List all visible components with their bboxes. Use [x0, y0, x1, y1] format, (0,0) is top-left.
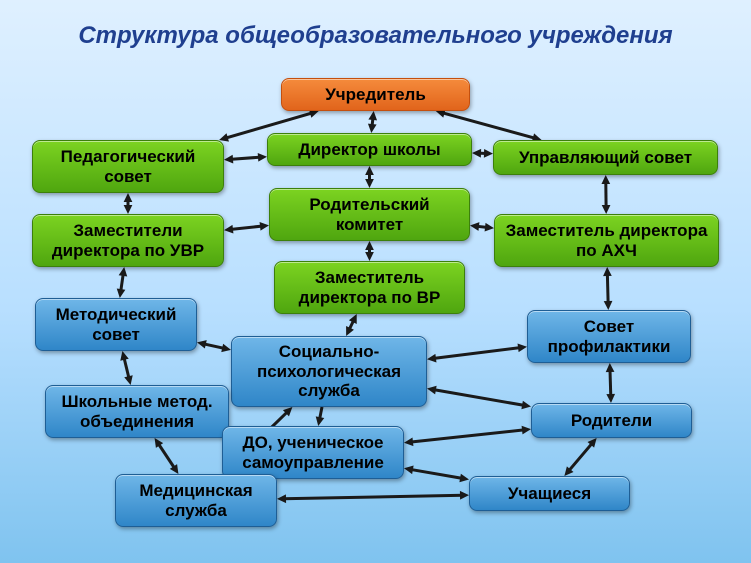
node-socpsy: Социально-психологическая служба [231, 336, 427, 407]
node-rodkom: Родительский комитет [269, 188, 470, 241]
node-students: Учащиеся [469, 476, 630, 511]
node-zamvr: Заместитель директора по ВР [274, 261, 465, 314]
node-pedsovet: Педагогический совет [32, 140, 224, 193]
node-zamuvr: Заместители директора по УВР [32, 214, 224, 267]
node-profil: Совет профилактики [527, 310, 691, 363]
node-zamahch: Заместитель директора по АХЧ [494, 214, 719, 267]
org-chart-canvas: Структура общеобразовательного учреждени… [0, 0, 751, 563]
node-founder: Учредитель [281, 78, 470, 111]
node-parents: Родители [531, 403, 692, 438]
node-med: Медицинская служба [115, 474, 277, 527]
node-director: Директор школы [267, 133, 472, 166]
node-do: ДО, ученическое самоуправление [222, 426, 404, 479]
node-uprsovet: Управляющий совет [493, 140, 718, 175]
chart-title: Структура общеобразовательного учреждени… [0, 22, 751, 50]
node-metsovet: Методический совет [35, 298, 197, 351]
node-shmo: Школьные метод. объединения [45, 385, 229, 438]
